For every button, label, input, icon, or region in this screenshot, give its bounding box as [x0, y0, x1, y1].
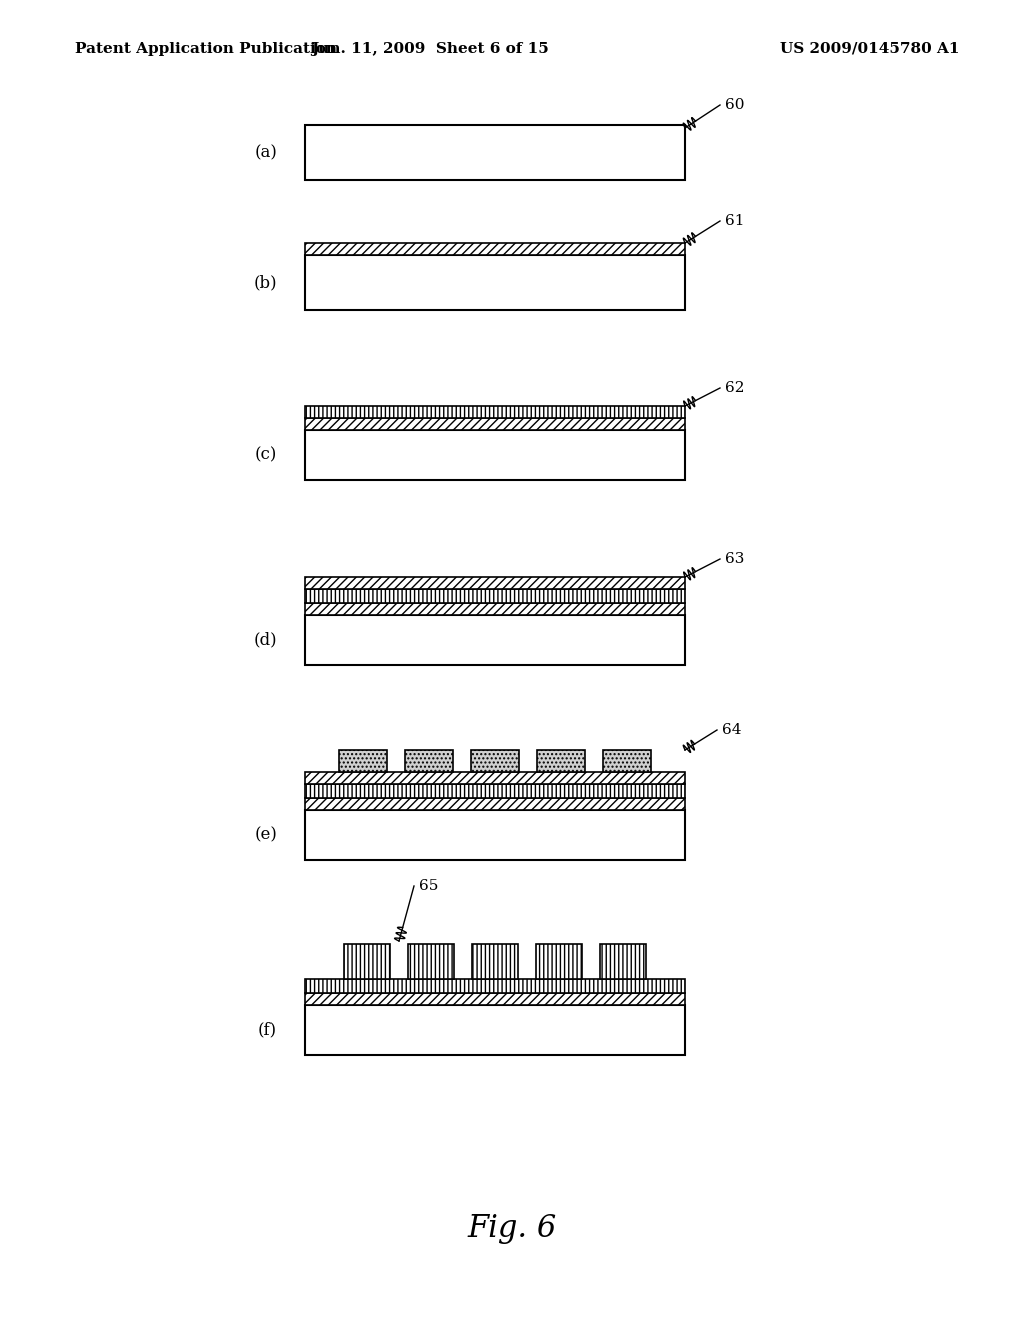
Text: 61: 61 — [725, 214, 744, 228]
Text: (e): (e) — [254, 826, 278, 843]
Text: (a): (a) — [254, 144, 278, 161]
Text: Patent Application Publication: Patent Application Publication — [75, 42, 337, 55]
Bar — [305, 577, 685, 589]
Bar — [305, 615, 685, 665]
Bar — [305, 603, 685, 615]
Text: 65: 65 — [419, 879, 438, 894]
Bar — [471, 750, 519, 772]
Bar — [305, 979, 685, 993]
Bar — [305, 772, 685, 784]
Bar — [344, 944, 390, 979]
Bar — [305, 810, 685, 861]
Text: (c): (c) — [255, 446, 278, 463]
Bar — [305, 243, 685, 255]
Bar — [537, 750, 585, 772]
Bar — [305, 799, 685, 810]
Bar — [305, 1005, 685, 1055]
Text: US 2009/0145780 A1: US 2009/0145780 A1 — [780, 42, 961, 55]
Bar — [472, 944, 518, 979]
Bar — [305, 993, 685, 1005]
Bar — [408, 944, 454, 979]
Text: 64: 64 — [722, 723, 741, 737]
Text: 63: 63 — [725, 552, 744, 566]
Bar — [536, 944, 582, 979]
Text: 60: 60 — [725, 98, 744, 112]
Text: Fig. 6: Fig. 6 — [467, 1213, 557, 1243]
Bar — [406, 750, 453, 772]
Bar — [603, 750, 651, 772]
Bar — [339, 750, 387, 772]
Text: (f): (f) — [258, 1022, 278, 1039]
Text: Jun. 11, 2009  Sheet 6 of 15: Jun. 11, 2009 Sheet 6 of 15 — [311, 42, 549, 55]
Bar — [305, 430, 685, 480]
Text: (d): (d) — [253, 631, 278, 648]
Bar — [305, 589, 685, 603]
Bar — [600, 944, 646, 979]
Text: 62: 62 — [725, 381, 744, 395]
Text: (b): (b) — [253, 275, 278, 290]
Bar — [305, 784, 685, 799]
Bar — [305, 125, 685, 180]
Bar — [305, 255, 685, 310]
Bar — [305, 418, 685, 430]
Bar — [305, 407, 685, 418]
